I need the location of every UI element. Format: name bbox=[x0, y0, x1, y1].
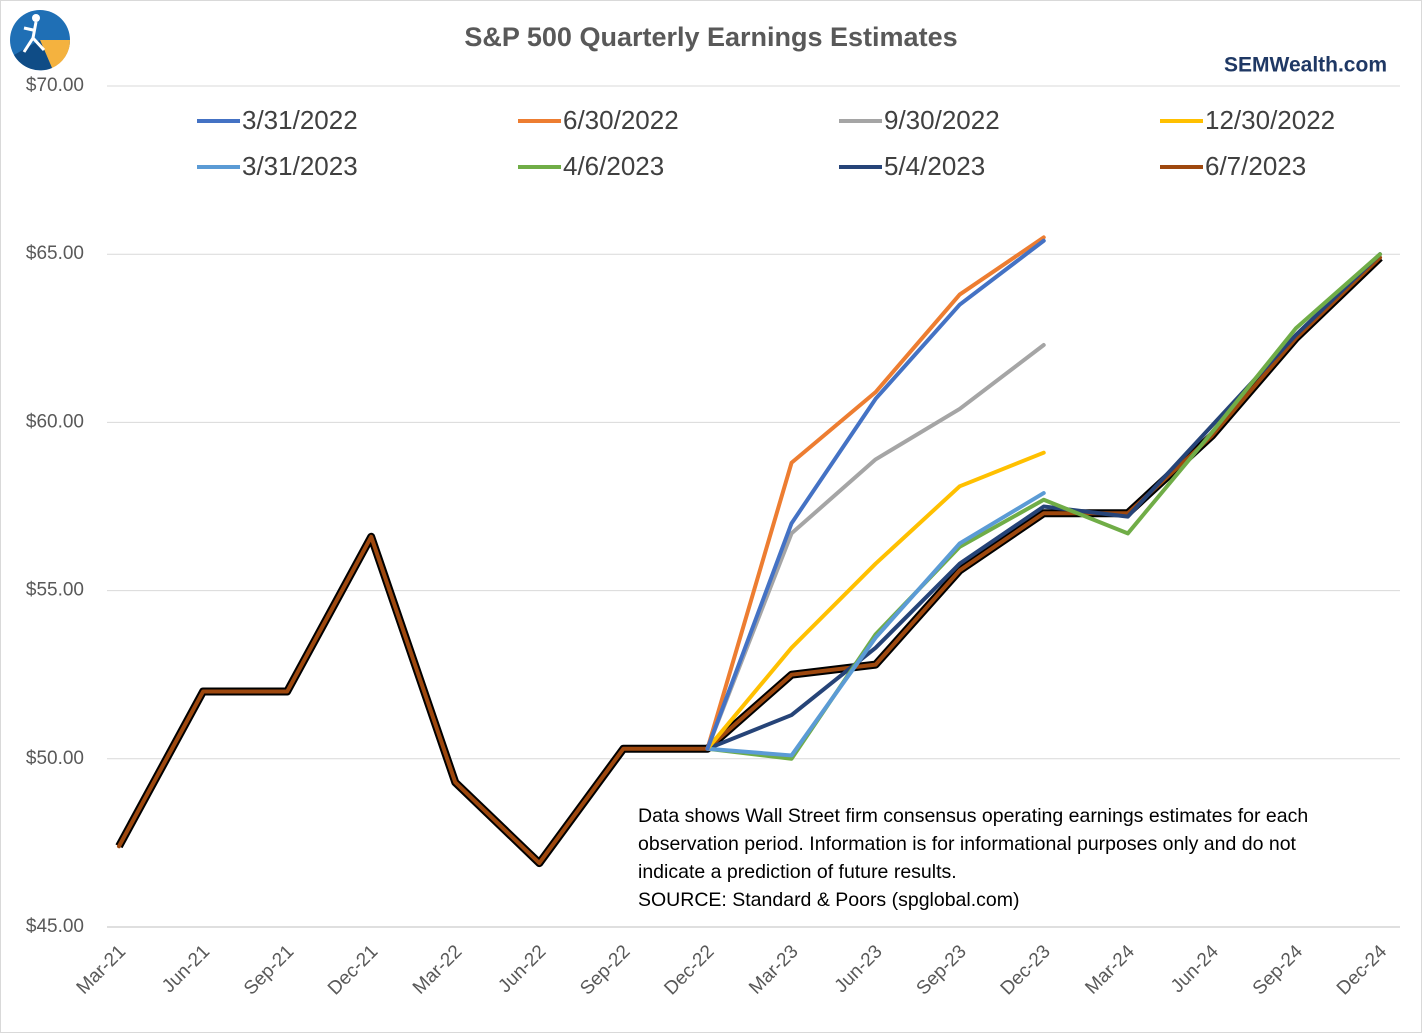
logo bbox=[10, 10, 71, 71]
annotation: SOURCE: Standard & Poors (spglobal.com) bbox=[638, 889, 1020, 911]
annotation: Data shows Wall Street firm consensus op… bbox=[638, 805, 1308, 827]
legend-label: 4/6/2023 bbox=[563, 151, 664, 181]
series-line bbox=[705, 491, 1046, 758]
series-line bbox=[705, 238, 1046, 751]
y-tick-label: $65.00 bbox=[26, 243, 84, 264]
y-tick-label: $60.00 bbox=[26, 411, 84, 432]
series-line bbox=[117, 255, 1382, 866]
annotation: indicate a prediction of future results. bbox=[638, 861, 957, 883]
annotation: observation period. Information is for i… bbox=[638, 833, 1297, 855]
legend-label: 5/4/2023 bbox=[884, 151, 985, 181]
watermark: SEMWealth.com bbox=[1224, 54, 1387, 77]
y-tick-label: $70.00 bbox=[26, 75, 84, 96]
series-line bbox=[705, 450, 1046, 751]
y-tick-label: $55.00 bbox=[26, 580, 84, 601]
legend-label: 6/30/2022 bbox=[563, 105, 679, 135]
chart-title: S&P 500 Quarterly Earnings Estimates bbox=[464, 22, 957, 52]
y-tick-label: $45.00 bbox=[26, 916, 84, 937]
legend-label: 6/7/2023 bbox=[1205, 151, 1306, 181]
legend-label: 12/30/2022 bbox=[1205, 105, 1335, 135]
series-line bbox=[705, 235, 1046, 751]
legend-label: 3/31/2023 bbox=[242, 151, 358, 181]
legend-label: 3/31/2022 bbox=[242, 105, 358, 135]
legend-label: 9/30/2022 bbox=[884, 105, 1000, 135]
y-tick-label: $50.00 bbox=[26, 748, 84, 769]
series-line bbox=[705, 343, 1046, 751]
